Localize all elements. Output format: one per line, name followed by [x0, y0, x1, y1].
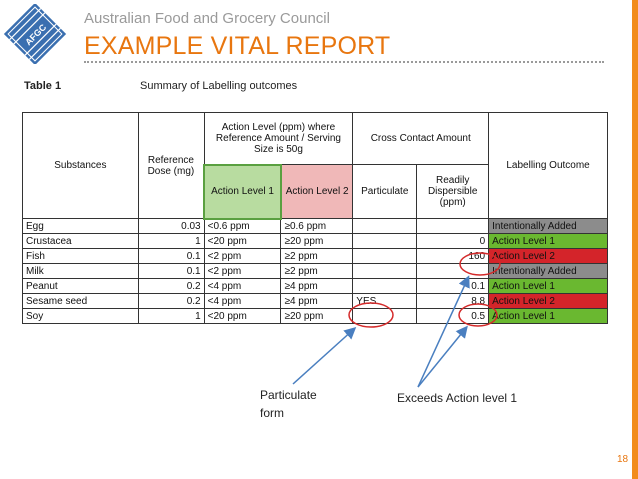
- particulate-arrow: [292, 326, 357, 385]
- cell-action-level-1: <2 ppm: [203, 263, 282, 279]
- cell-readily-dispersible: 0: [416, 233, 490, 249]
- cell-particulate: [352, 278, 418, 294]
- cell-particulate: [352, 248, 418, 264]
- header-readily-dispersible: Readily Dispersible (ppm): [416, 164, 490, 219]
- header-labelling-outcome: Labelling Outcome: [488, 112, 608, 219]
- cell-substance: Milk: [22, 263, 139, 279]
- cell-action-level-2: ≥4 ppm: [280, 278, 354, 294]
- cell-action-level-2: ≥2 ppm: [280, 248, 354, 264]
- organization-name: Australian Food and Grocery Council: [84, 10, 330, 27]
- table-row: Egg 0.03 <0.6 ppm ≥0.6 ppm Intentionally Add…: [22, 218, 608, 234]
- page-title: EXAMPLE VITAL REPORT: [84, 32, 391, 60]
- cell-action-level-1: <0.6 ppm: [203, 218, 282, 234]
- header-reference-dose: Reference Dose (mg): [137, 112, 205, 219]
- afgc-logo-icon: AFGC: [3, 4, 67, 64]
- particulate-callout-line2: form: [260, 406, 284, 420]
- cell-readily-dispersible: [416, 263, 490, 279]
- table-row: Sesame seed 0.2 <4 ppm ≥4 ppm YES 8.8 Action L…: [22, 293, 608, 309]
- cell-particulate: [352, 218, 418, 234]
- cell-action-level-2: ≥2 ppm: [280, 263, 354, 279]
- cell-action-level-1: <2 ppm: [203, 248, 282, 264]
- cell-action-level-1: <20 ppm: [203, 233, 282, 249]
- cell-action-level-1: <4 ppm: [203, 278, 282, 294]
- header-cross-contact: Cross Contact Amount: [352, 112, 490, 165]
- cell-particulate: [352, 263, 418, 279]
- cell-action-level-2: ≥20 ppm: [280, 233, 354, 249]
- cell-reference-dose: 0.1: [137, 263, 205, 279]
- particulate-callout: Particulate form: [260, 386, 317, 422]
- cell-reference-dose: 0.03: [137, 218, 205, 234]
- header-action-level-group: Action Level (ppm) where Reference Amoun…: [203, 112, 354, 165]
- cell-reference-dose: 0.2: [137, 278, 205, 294]
- table-row: Milk 0.1 <2 ppm ≥2 ppm Intentionally Added: [22, 263, 608, 279]
- cell-action-level-2: ≥20 ppm: [280, 308, 354, 324]
- table-row: Fish 0.1 <2 ppm ≥2 ppm 160 Action Level 2: [22, 248, 608, 264]
- cell-particulate: [352, 308, 418, 324]
- cell-readily-dispersible: 8.8: [416, 293, 490, 309]
- header-substances: Substances: [22, 112, 139, 219]
- cell-reference-dose: 0.2: [137, 293, 205, 309]
- cell-action-level-2: ≥4 ppm: [280, 293, 354, 309]
- cell-action-level-1: <20 ppm: [203, 308, 282, 324]
- page-number: 18: [617, 454, 629, 465]
- header-particulate: Particulate: [352, 164, 418, 219]
- labelling-outcomes-table: Substances Reference Dose (mg) Action Le…: [22, 112, 608, 324]
- cell-reference-dose: 0.1: [137, 248, 205, 264]
- cell-labelling-outcome: Intentionally Added: [488, 263, 608, 279]
- table-label: Table 1: [24, 80, 62, 92]
- header-action-level-1: Action Level 1: [203, 163, 282, 220]
- cell-action-level-2: ≥0.6 ppm: [280, 218, 354, 234]
- cell-substance: Soy: [22, 308, 139, 324]
- particulate-callout-line1: Particulate: [260, 388, 317, 402]
- exceeds-callout: Exceeds Action level 1: [397, 391, 518, 405]
- title-divider: [84, 61, 604, 63]
- cell-labelling-outcome: Action Level 2: [488, 293, 608, 309]
- cell-particulate: [352, 233, 418, 249]
- cell-readily-dispersible: 0.5: [416, 308, 490, 324]
- table-row: Peanut 0.2 <4 ppm ≥4 ppm 0.1 Action Level 1: [22, 278, 608, 294]
- cell-action-level-1: <4 ppm: [203, 293, 282, 309]
- cell-substance: Peanut: [22, 278, 139, 294]
- table-row: Crustacea 1 <20 ppm ≥20 ppm 0 Action Level 1: [22, 233, 608, 249]
- accent-bar: [632, 0, 638, 479]
- cell-reference-dose: 1: [137, 308, 205, 324]
- cell-reference-dose: 1: [137, 233, 205, 249]
- table-caption: Summary of Labelling outcomes: [140, 80, 298, 92]
- cell-substance: Egg: [22, 218, 139, 234]
- cell-labelling-outcome: Intentionally Added: [488, 218, 608, 234]
- cell-readily-dispersible: 160: [416, 248, 490, 264]
- cell-particulate: YES: [352, 293, 418, 309]
- cell-labelling-outcome: Action Level 1: [488, 278, 608, 294]
- cell-readily-dispersible: 0.1: [416, 278, 490, 294]
- exceeds-arrow-sesame: [417, 325, 468, 388]
- table-row: Soy 1 <20 ppm ≥20 ppm 0.5 Action Level 1: [22, 308, 608, 324]
- cell-labelling-outcome: Action Level 1: [488, 233, 608, 249]
- cell-labelling-outcome: Action Level 2: [488, 248, 608, 264]
- cell-substance: Crustacea: [22, 233, 139, 249]
- header-action-level-2: Action Level 2: [280, 164, 354, 219]
- cell-substance: Fish: [22, 248, 139, 264]
- cell-labelling-outcome: Action Level 1: [488, 308, 608, 324]
- cell-readily-dispersible: [416, 218, 490, 234]
- cell-substance: Sesame seed: [22, 293, 139, 309]
